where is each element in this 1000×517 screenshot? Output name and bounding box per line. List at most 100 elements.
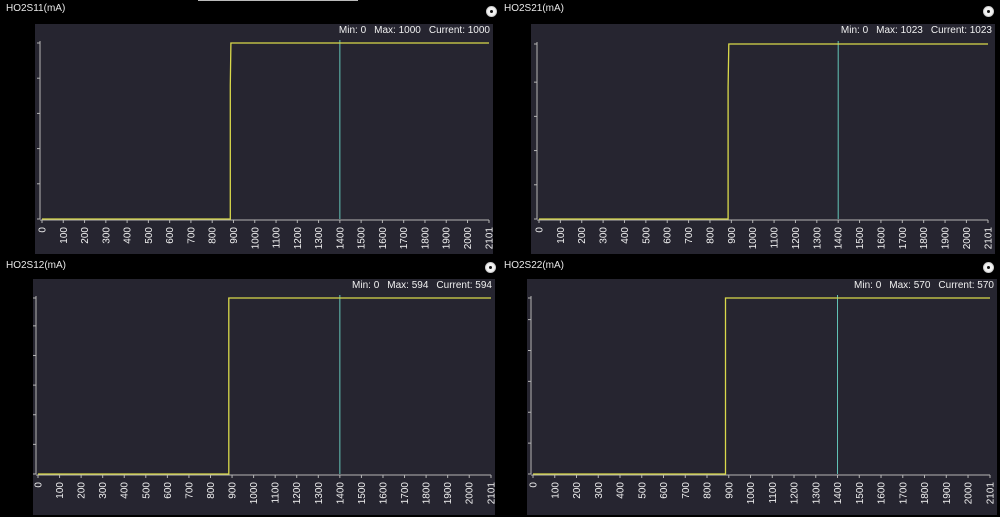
chart-title: HO2S12(mA) [6,260,67,271]
x-tick-label: 1900 [443,482,454,505]
stat-max: Max: 570 [889,280,931,291]
x-tick-label: 2000 [463,227,474,250]
series-line [539,43,988,220]
x-tick-label: 1100 [271,482,282,504]
x-tick-label: 100 [550,482,561,499]
stat-min: Min: 0 [338,25,367,36]
x-tick-label: 800 [705,227,716,244]
x-tick-label: 300 [599,227,610,244]
x-tick-label: 300 [594,482,605,499]
x-tick-label: 1400 [834,227,845,250]
x-tick-label: 400 [620,227,631,244]
x-tick-label: 700 [186,227,197,244]
chart-panel-3: HO2S12(mA)010020030040050059401002003004… [0,257,498,517]
chart-plot: 0100200300400500594010020030040050060070… [33,279,495,515]
x-tick-label: 200 [77,482,88,499]
x-tick-label: 400 [123,227,134,244]
x-tick-label: 1600 [876,227,887,250]
series-line [533,297,990,475]
chart-title: HO2S11(mA) [6,3,66,14]
x-tick-label: 1600 [877,482,888,505]
x-tick-label: 700 [681,482,692,499]
settings-icon[interactable] [486,6,497,17]
x-tick-label: 1900 [942,482,953,505]
x-tick-label: 900 [727,227,738,244]
x-tick-label: 900 [724,482,735,499]
stat-current: Current: 594 [436,280,492,291]
x-tick-label: 1000 [748,227,759,250]
x-tick-label: 1100 [768,482,779,504]
plot-background [531,24,995,254]
chart-panel-4: HO2S22(mA)010020030040050057001002003004… [498,257,1000,517]
x-tick-label: 1800 [422,482,433,505]
series-line [42,42,489,220]
x-tick-label: 1200 [292,482,303,505]
x-tick-label: 2101 [487,482,496,505]
x-tick-label: 600 [659,482,670,499]
chart-panel-2: HO2S21(mA)020040060080010230100200300400… [498,0,1000,255]
settings-icon[interactable] [983,262,994,273]
x-tick-label: 400 [120,482,131,499]
stat-min: Min: 0 [840,25,869,36]
stat-min: Min: 0 [352,280,380,291]
x-tick-label: 800 [703,482,714,499]
x-tick-label: 700 [684,227,695,244]
x-tick-label: 700 [184,482,195,499]
x-tick-label: 1800 [919,227,930,250]
x-tick-label: 1500 [357,482,368,505]
plot-background [33,279,495,515]
chart-plot: 0200400600800100001002003004005006007008… [35,24,493,254]
x-tick-label: 600 [663,227,674,244]
x-tick-label: 1100 [272,227,283,249]
x-tick-label: 1800 [420,227,431,250]
x-tick-label: 1100 [770,227,781,249]
x-tick-label: 600 [165,227,176,244]
x-tick-label: 0 [34,482,45,488]
plot-background [527,279,997,515]
x-tick-label: 1700 [399,227,410,250]
x-tick-label: 600 [163,482,174,499]
x-tick-label: 900 [229,227,240,244]
x-tick-label: 1000 [249,482,260,505]
x-tick-label: 500 [641,227,652,244]
x-tick-label: 1300 [314,482,325,505]
x-tick-label: 800 [208,227,219,244]
plot-background [35,24,493,254]
x-tick-label: 1300 [811,482,822,505]
x-tick-label: 1900 [442,227,453,250]
x-tick-label: 1300 [314,227,325,250]
x-tick-label: 1300 [812,227,823,250]
x-tick-label: 1400 [833,482,844,505]
stat-max: Max: 1000 [374,25,421,36]
x-tick-label: 200 [80,227,91,244]
stat-current: Current: 1023 [930,25,992,36]
x-tick-label: 300 [98,482,109,499]
x-tick-label: 100 [55,482,66,499]
x-tick-label: 1800 [920,482,931,505]
chart-stats: Min: 0 Max: 1000 Current: 1000 [331,25,490,36]
x-tick-label: 1600 [378,227,389,250]
x-tick-label: 1000 [746,482,757,505]
stat-current: Current: 1000 [428,25,490,36]
x-tick-label: 2000 [962,227,973,250]
x-tick-label: 1600 [378,482,389,505]
x-tick-label: 200 [572,482,583,499]
x-tick-label: 1200 [790,482,801,505]
chart-stats: Min: 0 Max: 1023 Current: 1023 [833,25,992,36]
x-tick-label: 800 [206,482,217,499]
x-tick-label: 1000 [250,227,261,250]
x-tick-label: 0 [529,482,540,488]
x-tick-label: 1900 [941,227,952,250]
x-tick-label: 100 [59,227,70,244]
chart-panel-1: HO2S11(mA)020040060080010000100200300400… [0,0,498,255]
x-tick-label: 1200 [791,227,802,250]
settings-icon[interactable] [485,262,496,273]
x-tick-label: 2101 [984,227,995,250]
x-tick-label: 1400 [335,227,346,250]
chart-stats: Min: 0 Max: 570 Current: 570 [846,280,994,291]
stat-min: Min: 0 [854,280,882,291]
x-tick-label: 300 [101,227,112,244]
x-tick-label: 100 [556,227,567,244]
settings-icon[interactable] [983,6,994,17]
x-tick-label: 2101 [485,227,494,250]
